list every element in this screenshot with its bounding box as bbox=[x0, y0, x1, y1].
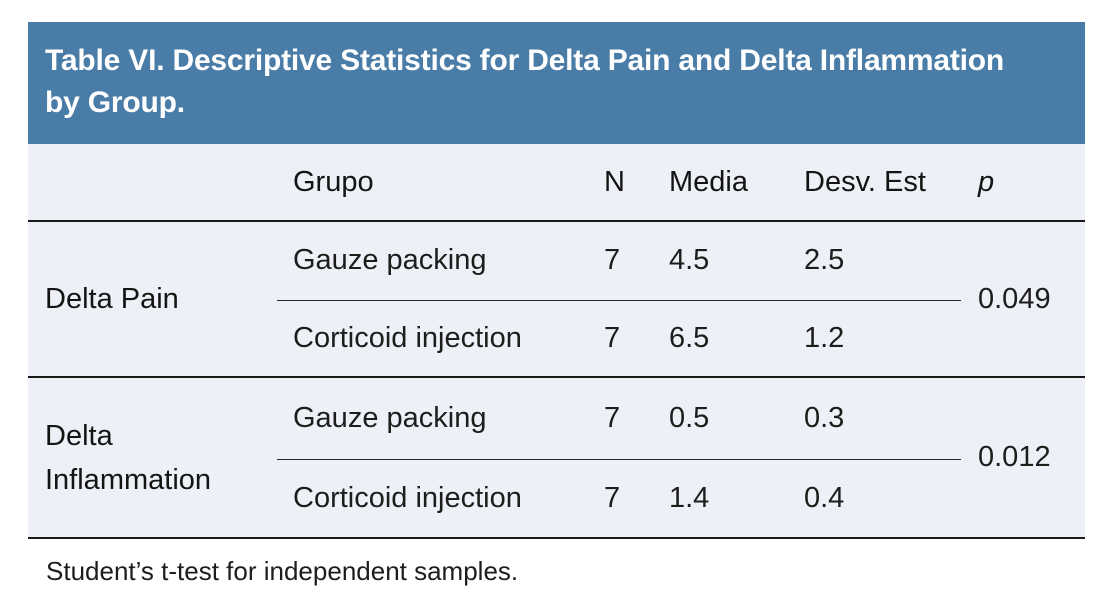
cell-grupo: Corticoid injection bbox=[277, 300, 587, 378]
cell-grupo: Gauze packing bbox=[277, 377, 587, 460]
col-header-empty bbox=[28, 144, 277, 222]
table-title: Table VI. Descriptive Statistics for Del… bbox=[45, 44, 1005, 119]
cell-media: 6.5 bbox=[652, 300, 787, 378]
header-row: Grupo N Media Desv. Est p bbox=[28, 144, 1085, 222]
cell-media: 1.4 bbox=[652, 459, 787, 539]
cell-n: 7 bbox=[587, 300, 652, 378]
table-row: Corticoid injection 7 1.4 0.4 bbox=[28, 459, 1085, 539]
cell-p-value: 0.049 bbox=[961, 221, 1085, 378]
col-header-p: p bbox=[961, 144, 1085, 222]
cell-n: 7 bbox=[587, 377, 652, 460]
group-label-delta-inflammation: Delta Inflammation bbox=[28, 377, 277, 539]
table-title-bar: Table VI. Descriptive Statistics for Del… bbox=[28, 22, 1085, 144]
cell-desv: 0.4 bbox=[787, 459, 961, 539]
cell-n: 7 bbox=[587, 459, 652, 539]
table-row: Delta Pain Gauze packing 7 4.5 2.5 0.049 bbox=[28, 221, 1085, 378]
cell-n: 7 bbox=[587, 221, 652, 301]
cell-p-value: 0.012 bbox=[961, 377, 1085, 539]
cell-desv: 2.5 bbox=[787, 221, 961, 301]
col-header-grupo: Grupo bbox=[277, 144, 587, 222]
cell-media: 4.5 bbox=[652, 221, 787, 301]
table-header: Grupo N Media Desv. Est p bbox=[28, 144, 1085, 222]
descriptive-statistics-table: Grupo N Media Desv. Est p Delta Pain Gau… bbox=[28, 144, 1085, 539]
col-header-media: Media bbox=[652, 144, 787, 222]
cell-grupo: Corticoid injection bbox=[277, 459, 587, 539]
group-label-delta-pain: Delta Pain bbox=[28, 221, 277, 378]
cell-media: 0.5 bbox=[652, 377, 787, 460]
cell-grupo: Gauze packing bbox=[277, 221, 587, 301]
col-header-desv-est: Desv. Est bbox=[787, 144, 961, 222]
table-footnote: Student’s t-test for independent samples… bbox=[46, 556, 519, 586]
table-row: Delta Inflammation Gauze packing 7 0.5 0… bbox=[28, 377, 1085, 539]
cell-desv: 1.2 bbox=[787, 300, 961, 378]
table-row: Corticoid injection 7 6.5 1.2 bbox=[28, 300, 1085, 378]
cell-desv: 0.3 bbox=[787, 377, 961, 460]
table-card: Table VI. Descriptive Statistics for Del… bbox=[28, 22, 1085, 539]
table-body: Delta Pain Gauze packing 7 4.5 2.5 0.049… bbox=[28, 221, 1085, 539]
col-header-n: N bbox=[587, 144, 652, 222]
